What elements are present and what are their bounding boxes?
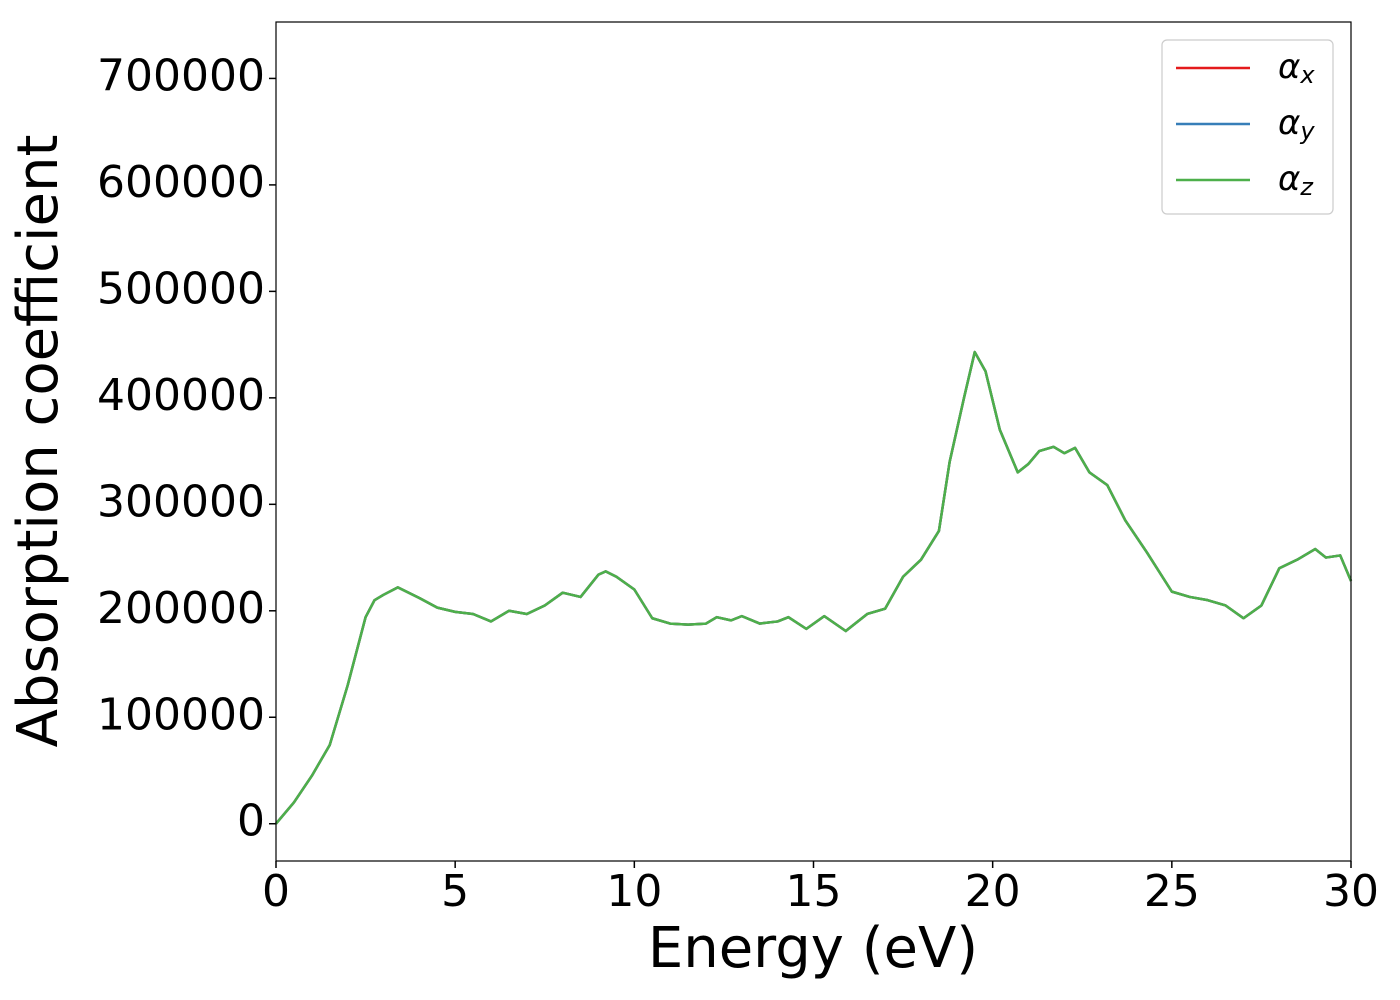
y-tick-label: 700000 <box>97 50 265 101</box>
x-tick-label: 10 <box>606 866 662 917</box>
data-line <box>275 350 1353 825</box>
legend-label: αy <box>1278 103 1315 146</box>
y-tick-label: 500000 <box>97 263 265 314</box>
x-tick-label: 5 <box>441 866 469 917</box>
y-tick-label: 400000 <box>97 370 265 421</box>
plot-frame <box>275 21 1352 862</box>
data-line <box>275 350 1353 825</box>
y-tick-label: 100000 <box>97 689 265 740</box>
y-tick-label: 0 <box>237 796 265 847</box>
legend-label: αz <box>1278 159 1314 202</box>
x-tick-label: 25 <box>1144 866 1200 917</box>
x-tick-label: 20 <box>965 866 1021 917</box>
y-tick-label: 200000 <box>97 583 265 634</box>
legend-box <box>1161 39 1334 215</box>
x-axis-label: Energy (eV) <box>648 916 978 981</box>
legend-label: αx <box>1278 47 1315 90</box>
x-tick-label: 15 <box>786 866 842 917</box>
x-tick-label: 30 <box>1323 866 1379 917</box>
y-tick-label: 600000 <box>97 157 265 208</box>
y-axis-label: Absorption coefficient <box>6 135 71 748</box>
y-tick-label: 300000 <box>97 476 265 527</box>
data-line <box>275 350 1353 825</box>
x-tick-label: 0 <box>262 866 290 917</box>
